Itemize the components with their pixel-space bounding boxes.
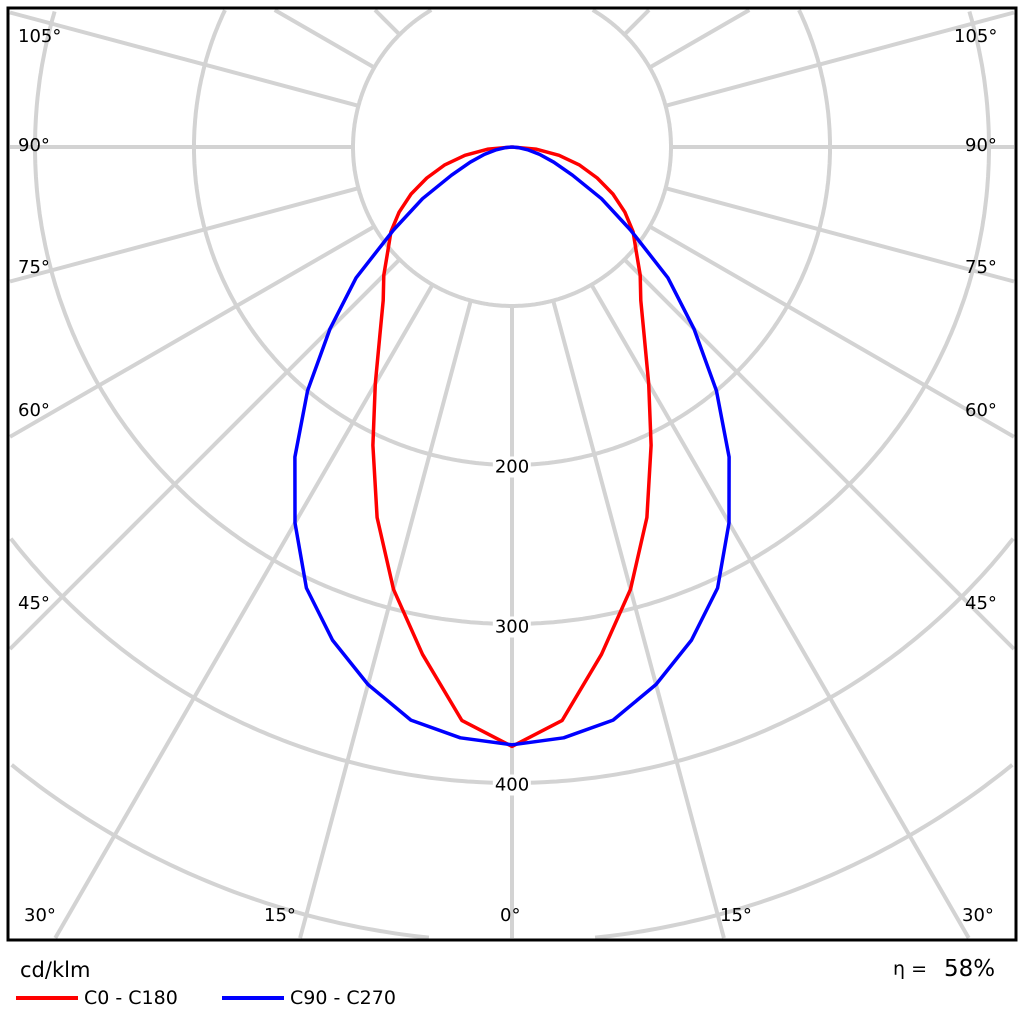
angle-label-105-right: 105° — [954, 26, 998, 47]
angle-label-75-right: 75° — [965, 257, 997, 278]
radial-gridline — [622, 8, 651, 37]
ring-gridline — [33, 10, 512, 626]
radial-gridline — [551, 300, 726, 939]
efficiency-label: η = — [893, 958, 928, 980]
ring-gridline — [512, 10, 991, 626]
radial-gridline — [9, 186, 359, 284]
radial-gridline — [589, 283, 971, 940]
radial-gridline — [665, 186, 1015, 284]
angle-label-45-left: 45° — [18, 593, 50, 614]
angle-label-15-left: 15° — [264, 905, 296, 926]
ring-gridline — [10, 763, 430, 940]
radial-gridline — [373, 8, 402, 37]
radial-gridline — [9, 10, 359, 108]
ring-gridline — [351, 8, 512, 308]
radial-gridline — [622, 257, 1016, 651]
legend-swatch-c0 — [16, 996, 78, 1000]
radial-gridline — [8, 257, 402, 651]
plot-frame — [6, 6, 1018, 942]
radial-gridline — [53, 283, 435, 940]
radial-tick-label: 400 — [492, 774, 532, 796]
angle-label-75-left: 75° — [18, 257, 50, 278]
ring-gridline — [512, 8, 673, 308]
angle-label-60-right: 60° — [965, 400, 997, 421]
ring-gridline — [594, 763, 1014, 940]
angle-label-30-left: 30° — [24, 905, 56, 926]
ring-gridline — [9, 537, 512, 785]
unit-label: cd/klm — [20, 958, 91, 982]
ring-gridline — [512, 537, 1015, 785]
angle-label-0: 0° — [500, 905, 521, 926]
series-curve-1 — [293, 145, 731, 747]
radial-gridline — [648, 8, 751, 70]
angle-label-90-left: 90° — [18, 135, 50, 156]
angle-label-90-right: 90° — [965, 135, 997, 156]
angle-label-30-right: 30° — [962, 905, 994, 926]
angle-label-105-left: 105° — [18, 26, 62, 47]
radial-gridline — [665, 10, 1015, 108]
radial-tick-label: 200 — [492, 456, 532, 478]
angle-label-15-right: 15° — [720, 905, 752, 926]
polar-grid — [8, 8, 1016, 940]
ring-gridline — [512, 9, 832, 467]
radial-gridline — [273, 8, 376, 70]
ring-gridline — [192, 9, 512, 467]
radial-gridline — [9, 224, 376, 439]
legend-swatch-c90 — [222, 996, 284, 1000]
angle-label-45-right: 45° — [965, 593, 997, 614]
curves — [293, 145, 731, 749]
radial-gridline — [298, 300, 473, 939]
efficiency-value: 58% — [944, 956, 996, 982]
legend-label-c90: C90 - C270 — [290, 987, 396, 1009]
radial-gridline — [648, 224, 1015, 439]
radial-tick-label: 300 — [492, 616, 532, 638]
legend-label-c0: C0 - C180 — [84, 987, 178, 1009]
angle-label-60-left: 60° — [18, 400, 50, 421]
